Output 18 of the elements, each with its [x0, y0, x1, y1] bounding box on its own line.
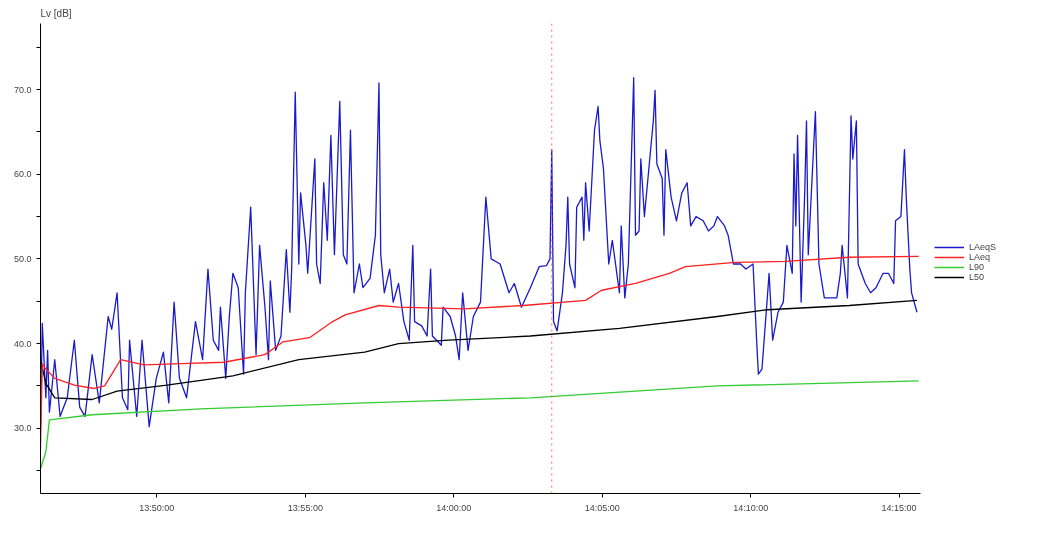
legend-label: L90	[969, 261, 985, 272]
line-series	[40, 77, 918, 428]
x-tick-label: 14:05:00	[584, 502, 620, 513]
y-tick-label: 50.0	[13, 253, 32, 264]
legend-label: LAeq	[969, 251, 991, 262]
x-tick-label: 14:15:00	[881, 502, 917, 513]
x-tick-label: 13:55:00	[287, 502, 323, 513]
legend-label: L50	[969, 271, 986, 282]
y-tick-label: 40.0	[13, 338, 32, 349]
y-tick-label: 30.0	[13, 423, 32, 434]
line-series	[40, 380, 920, 470]
y-axis-title: Lv [dB]	[40, 7, 72, 19]
y-tick-label: 70.0	[13, 84, 32, 95]
x-tick-label: 14:10:00	[733, 502, 769, 513]
x-tick-label: 13:50:00	[139, 502, 175, 513]
legend-label: LAeqS	[969, 241, 997, 252]
y-tick-label: 60.0	[13, 169, 32, 180]
x-tick-label: 14:00:00	[436, 502, 472, 513]
